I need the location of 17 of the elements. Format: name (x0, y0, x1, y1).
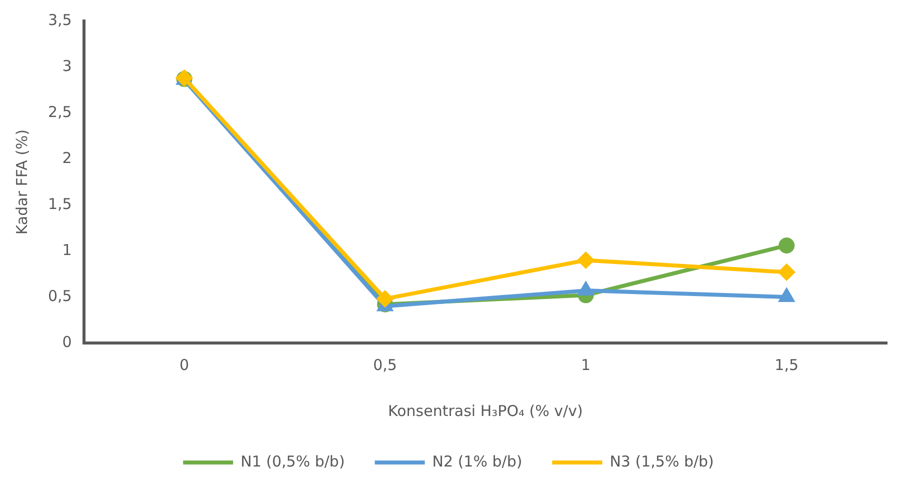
legend-label: N1 (0,5% b/b) (240, 452, 345, 470)
legend-label: N2 (1% b/b) (432, 452, 522, 470)
y-tick-label: 2,5 (48, 102, 72, 121)
y-tick-label: 0,5 (48, 286, 72, 305)
y-tick-label: 2 (62, 148, 72, 167)
x-tick-label: 0,5 (373, 356, 397, 374)
x-tick-label: 1 (581, 356, 591, 374)
y-tick-label: 1 (62, 240, 72, 259)
y-axis-title: Kadar FFA (%) (12, 129, 31, 235)
x-tick-label: 0 (179, 356, 190, 374)
y-tick-label: 1,5 (48, 194, 72, 213)
x-tick-label: 1,5 (774, 356, 799, 374)
y-tick-label: 3,5 (48, 10, 72, 29)
x-axis-title: Konsentrasi H₃PO₄ (% v/v) (388, 402, 583, 420)
y-tick-label: 0 (62, 332, 72, 351)
legend-label: N3 (1,5% b/b) (610, 452, 714, 470)
y-tick-label: 3 (62, 56, 72, 75)
